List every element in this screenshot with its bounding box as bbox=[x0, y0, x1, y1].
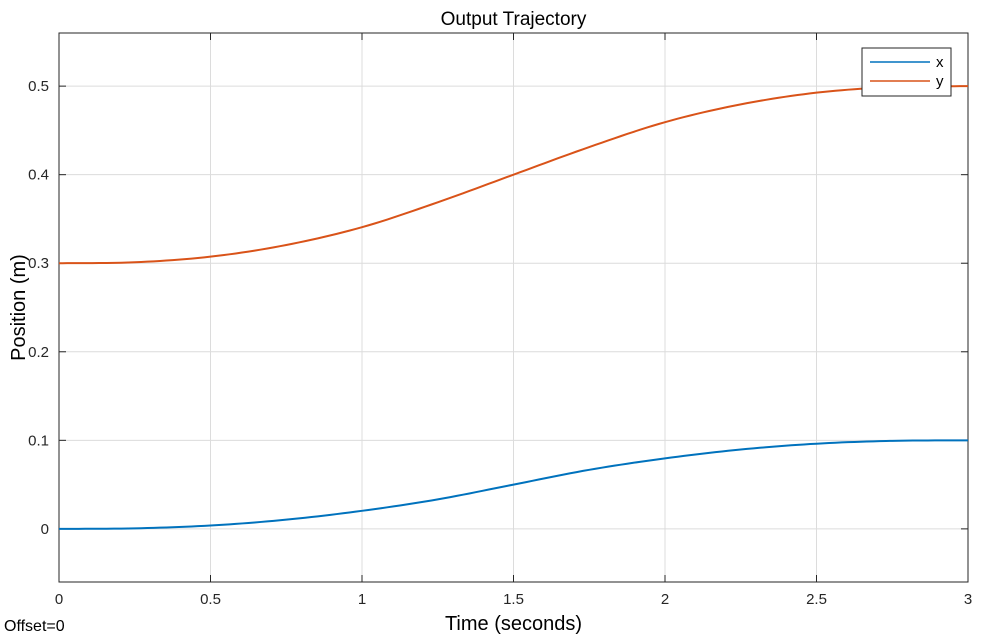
legend-box bbox=[861, 47, 952, 97]
axis-ticks: 0 0.5 1 1.5 2 2.5 3 0 0.1 0.2 0.3 0.4 0.5 bbox=[28, 33, 972, 608]
x-axis-label: Time (seconds) bbox=[445, 613, 582, 635]
series-line-y bbox=[58, 85, 969, 265]
y-tick-label: 0.2 bbox=[28, 344, 49, 361]
grid bbox=[58, 33, 969, 582]
y-tick-label: 0 bbox=[41, 521, 49, 538]
x-tick-label: 0 bbox=[55, 591, 63, 608]
x-tick-label: 1 bbox=[358, 591, 366, 608]
chart-title: Output Trajectory bbox=[441, 9, 587, 30]
legend: xy bbox=[861, 47, 952, 97]
y-tick-label: 0.4 bbox=[28, 167, 49, 184]
x-tick-label: 2.5 bbox=[806, 591, 827, 608]
offset-label: Offset=0 bbox=[4, 618, 65, 635]
legend-label-y: y bbox=[936, 73, 944, 90]
x-tick-label: 2 bbox=[661, 591, 669, 608]
x-tick-label: 1.5 bbox=[503, 591, 524, 608]
y-tick-label: 0.5 bbox=[28, 78, 49, 95]
series-layer bbox=[58, 85, 969, 530]
series-line-x bbox=[58, 439, 969, 530]
x-tick-label: 3 bbox=[964, 591, 972, 608]
x-tick-label: 0.5 bbox=[200, 591, 221, 608]
y-tick-label: 0.1 bbox=[28, 432, 49, 449]
y-axis-label: Position (m) bbox=[8, 254, 30, 361]
legend-label-x: x bbox=[936, 54, 944, 71]
y-tick-label: 0.3 bbox=[28, 255, 49, 272]
